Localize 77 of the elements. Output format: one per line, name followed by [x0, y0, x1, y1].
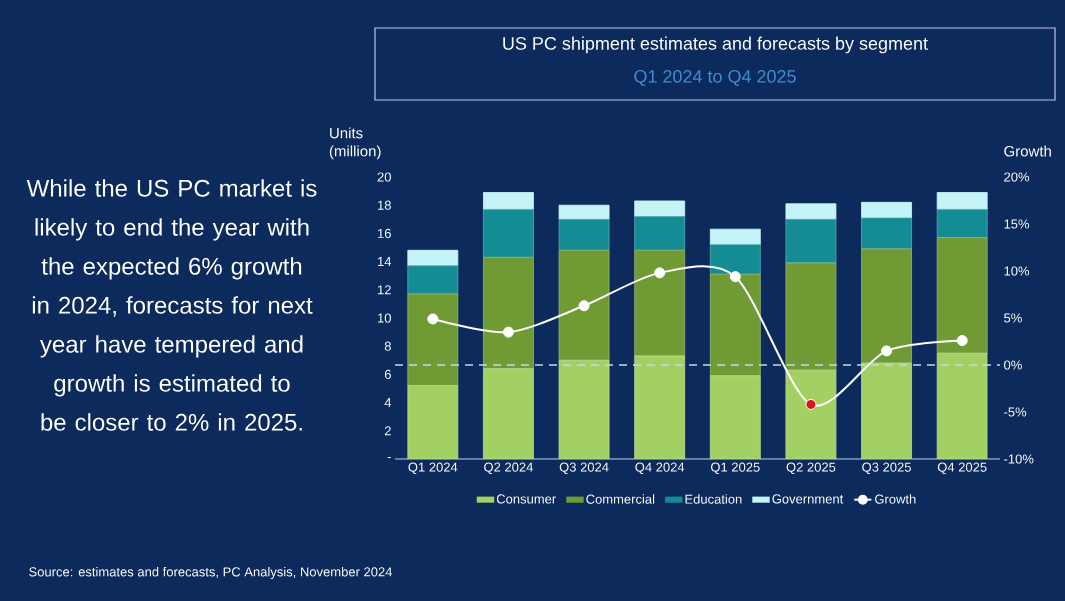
- x-tick-label: Q1 2025: [710, 462, 760, 475]
- y-tick-label: 6: [384, 369, 391, 379]
- bar: [558, 218, 610, 251]
- y2-tick-label: 15%: [1004, 219, 1030, 229]
- bar: [785, 369, 837, 459]
- bar: [407, 385, 459, 459]
- x-tick-label: Q2 2025: [786, 462, 836, 475]
- x-tick-label: Q3 2024: [559, 462, 609, 475]
- point: [805, 398, 817, 410]
- y-tick-label: 18: [378, 200, 391, 210]
- source-note: Source: estimates and forecasts, PC Analysis, November 2024: [29, 566, 393, 580]
- bar: [634, 216, 686, 251]
- point: [729, 271, 741, 283]
- y-tick-label: 20: [377, 172, 391, 182]
- y-tick-label: 8: [384, 341, 391, 351]
- y2-tick-label: 5%: [1004, 313, 1022, 323]
- bar: [785, 218, 837, 264]
- y-axis-title: Units (million): [329, 127, 381, 160]
- y-tick-label: 2: [384, 426, 391, 436]
- legend-label: Growth: [875, 494, 916, 504]
- y-tick-label: 12: [378, 285, 391, 295]
- bar: [483, 368, 534, 459]
- y-tick-label: 16: [378, 228, 391, 238]
- bar: [936, 192, 988, 210]
- bar: [483, 192, 534, 210]
- y2-tick-label: -10%: [1004, 454, 1034, 464]
- bar: [709, 273, 761, 377]
- chart-title: US PC shipment estimates and forecasts by segment: [503, 36, 928, 54]
- bar: [861, 201, 912, 219]
- chart-subtitle: Q1 2024 to Q4 2025: [634, 69, 796, 86]
- bar: [936, 352, 988, 459]
- bar: [558, 359, 610, 459]
- bar: [407, 293, 459, 387]
- bar: [634, 355, 686, 459]
- point: [881, 345, 893, 357]
- bar: [483, 209, 534, 258]
- point: [956, 335, 968, 347]
- y2-tick-label: 0%: [1004, 360, 1022, 370]
- bar: [634, 200, 686, 217]
- bar: [861, 217, 912, 250]
- y2-tick-label: 20%: [1004, 172, 1030, 182]
- text: While the US PC market is likely to end the year with the expected 6% growth in 2024, forecasts for next year have tempered and growth is estimated to be closer to 2% in 2025.: [26, 179, 317, 431]
- bar: [709, 228, 761, 246]
- point: [578, 300, 590, 312]
- point: [502, 326, 514, 338]
- bar: [936, 237, 988, 354]
- bar: [558, 249, 610, 361]
- x-tick-label: Q1 2024: [408, 462, 458, 475]
- bar: [407, 265, 459, 295]
- bar: [709, 375, 761, 459]
- x-tick-label: Q4 2024: [635, 462, 685, 475]
- bar: [407, 249, 459, 267]
- point: [654, 267, 666, 279]
- legend-label: Government: [772, 494, 844, 504]
- y-tick-label: -: [387, 457, 391, 459]
- bar: [634, 249, 686, 357]
- bar: [861, 362, 912, 459]
- legend-label: Consumer: [496, 494, 556, 504]
- bar: [936, 209, 988, 239]
- y2-tick-label: 10%: [1004, 266, 1030, 276]
- y2-tick-label: -5%: [1004, 407, 1027, 417]
- y-tick-label: 4: [384, 398, 392, 408]
- bar: [785, 262, 837, 371]
- bar: [483, 256, 534, 370]
- y2-axis-title: Growth: [1004, 145, 1051, 157]
- bar: [558, 204, 610, 220]
- legend-label: Education: [685, 494, 742, 504]
- bar: [785, 203, 837, 220]
- point: [427, 313, 439, 325]
- y-tick-label: 14: [378, 257, 392, 267]
- legend-label: Commercial: [586, 494, 655, 504]
- x-tick-label: Q4 2025: [937, 462, 987, 475]
- bar: [709, 244, 761, 275]
- x-tick-label: Q2 2024: [484, 462, 533, 475]
- bar: [861, 248, 912, 364]
- x-tick-label: Q3 2025: [862, 462, 911, 475]
- y-tick-label: 10: [378, 313, 391, 323]
